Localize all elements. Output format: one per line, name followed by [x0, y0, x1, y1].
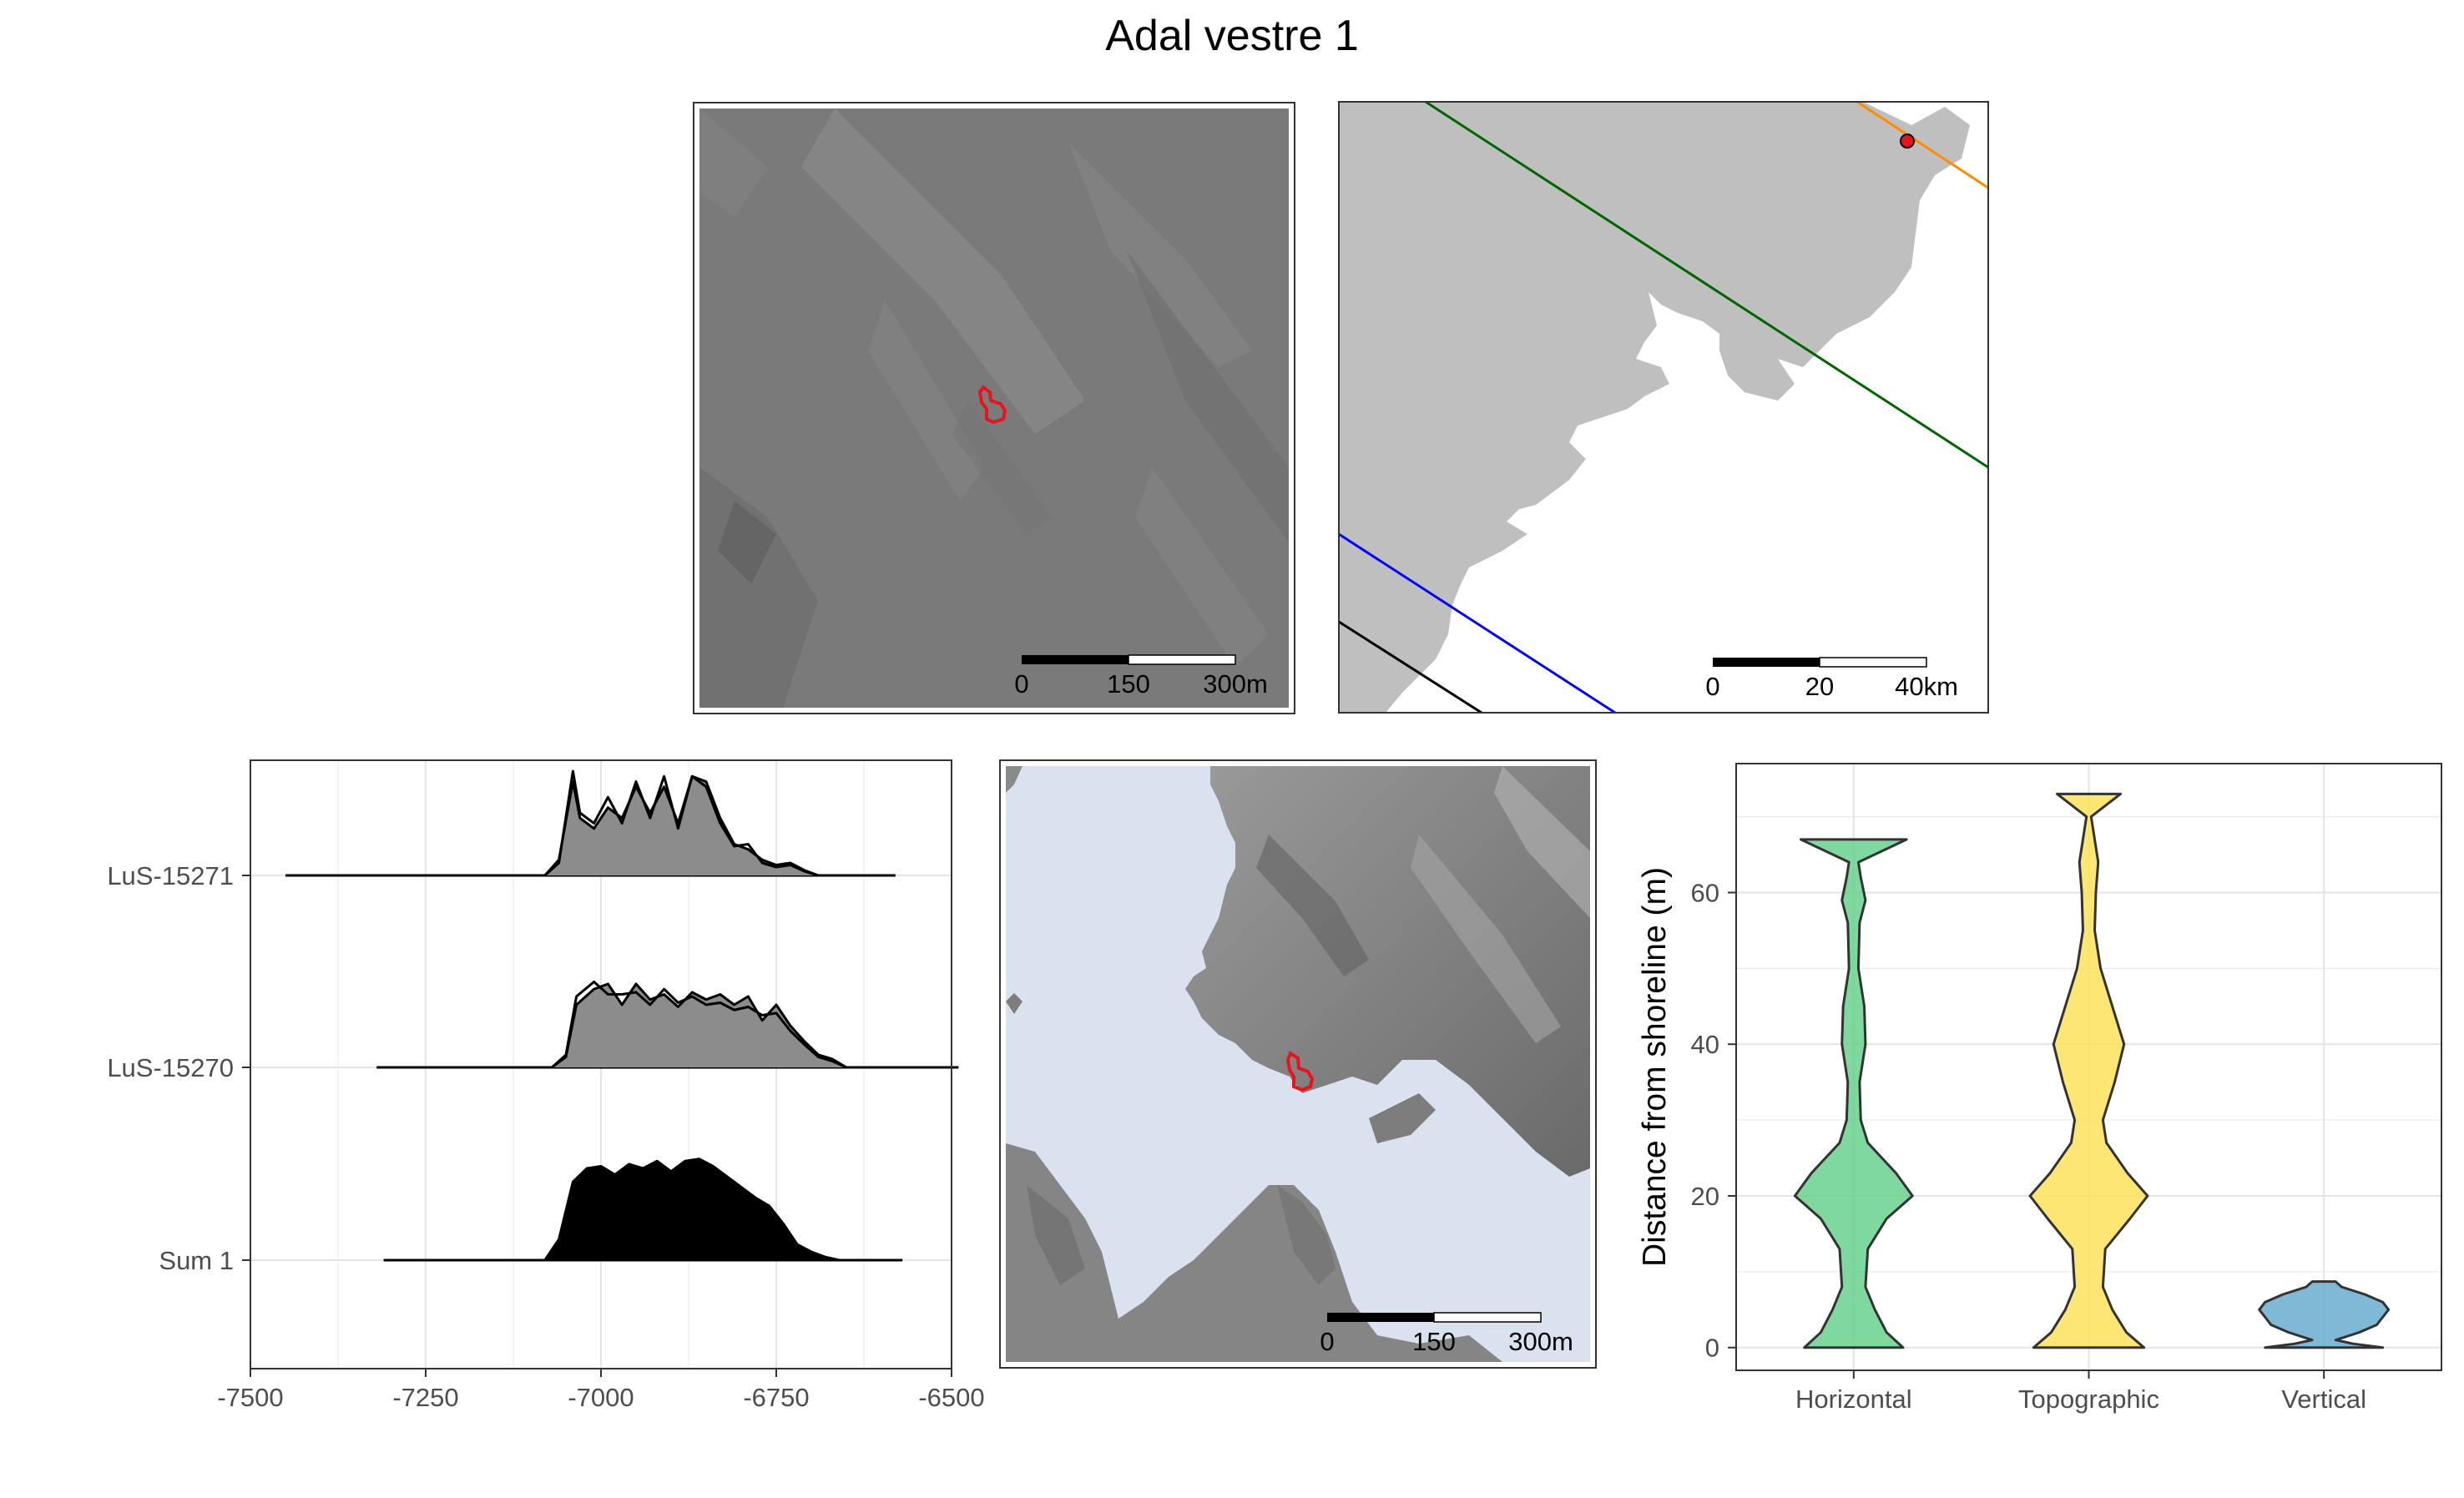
y-tick-label: Sum 1 — [159, 1246, 234, 1275]
scalebar: 0 20 40km — [1705, 657, 1958, 701]
site-outline — [1285, 1050, 1315, 1092]
density-area — [552, 984, 846, 1067]
x-tick-label: -7000 — [568, 1383, 634, 1412]
figure-title: Adal vestre 1 — [1105, 12, 1359, 60]
scalebar-label: 0 — [1014, 669, 1028, 699]
scalebar: 0 150 300m — [1014, 654, 1268, 699]
site-map: 0 150 300m — [693, 102, 1295, 714]
y-tick-label: 20 — [1691, 1182, 1719, 1211]
scalebar-label: 20 — [1805, 672, 1834, 701]
scalebar-label: 300m — [1508, 1327, 1573, 1356]
violin-horizontal — [1793, 838, 1914, 1349]
site-outline — [977, 385, 1007, 425]
scalebar-label: 0 — [1320, 1327, 1334, 1356]
shoreline-line-orange — [1856, 102, 1988, 189]
x-tick-label: Vertical — [2281, 1385, 2366, 1414]
x-tick-label: Topographic — [2018, 1385, 2159, 1414]
x-tick-label: -6750 — [743, 1383, 809, 1412]
density-curve — [543, 1158, 840, 1262]
violin-vertical — [2258, 1280, 2391, 1349]
scalebar-label: 150 — [1412, 1327, 1456, 1356]
y-tick-label: LuS-15271 — [107, 861, 234, 890]
shoreline-map: 0 150 300m — [999, 759, 1597, 1369]
density-curve — [543, 774, 819, 877]
site-marker — [1900, 134, 1915, 149]
scalebar-label: 300m — [1203, 669, 1268, 699]
scalebar-label: 150 — [1107, 669, 1150, 699]
land-lower-left — [1006, 1143, 1502, 1362]
scalebar: 0 150 300m — [1320, 1312, 1573, 1356]
x-tick-label: -7250 — [392, 1383, 458, 1412]
x-tick-label: Horizontal — [1795, 1385, 1912, 1414]
shoreline-line-black — [1339, 620, 1482, 713]
scalebar-label: 0 — [1705, 672, 1719, 701]
density-area — [544, 1158, 840, 1260]
radiocarbon-ridgeline-chart: LuS-15271 LuS-15270 Sum 1 -7500 -7250 -7000 -6… — [107, 759, 985, 1412]
y-tick-label: LuS-15270 — [107, 1053, 234, 1082]
shoreline-distance-violin-chart: 0 20 40 60 Horizontal Topographic Vertical Dist… — [1637, 763, 2442, 1414]
shoreline-line-blue — [1339, 532, 1616, 713]
violin-topographic — [2028, 792, 2149, 1349]
x-tick-label: -7500 — [217, 1383, 283, 1412]
y-tick-label: 0 — [1705, 1334, 1719, 1363]
shoreline-line-green — [1425, 102, 1988, 469]
density-curve — [551, 981, 847, 1069]
y-tick-label: 40 — [1691, 1030, 1719, 1059]
y-axis-title: Distance from shoreline (m) — [1637, 867, 1673, 1267]
y-tick-label: 60 — [1691, 878, 1719, 907]
land-polygon — [1339, 102, 1970, 713]
overview-map: 0 20 40km — [1338, 101, 1989, 714]
scalebar-label: 40km — [1895, 672, 1958, 701]
x-tick-label: -6500 — [918, 1383, 984, 1412]
density-curve — [543, 769, 819, 877]
